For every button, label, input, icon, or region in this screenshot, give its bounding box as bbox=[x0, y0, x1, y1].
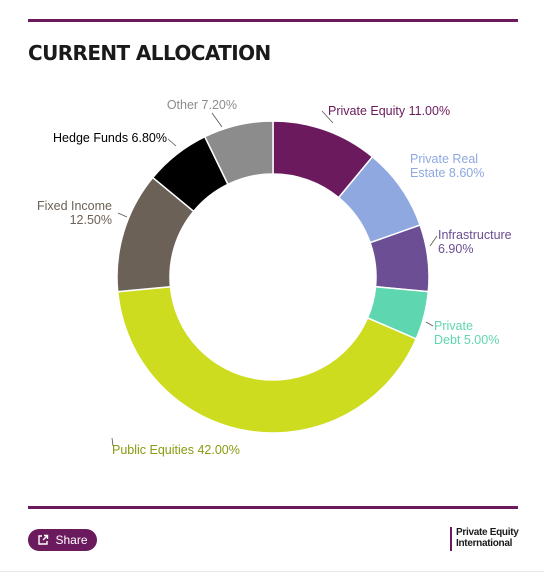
brand-line-1: Private Equity bbox=[456, 527, 519, 538]
leader-line bbox=[167, 138, 177, 147]
leader-line bbox=[425, 321, 434, 327]
bottom-divider bbox=[28, 506, 518, 509]
brand-logo: Private Equity International bbox=[450, 527, 519, 551]
leader-line bbox=[111, 437, 114, 447]
leader-line bbox=[321, 110, 334, 124]
share-button[interactable]: Share bbox=[28, 529, 97, 551]
slice-public-equities[interactable] bbox=[116, 285, 418, 434]
slice-label: Infrastructure 6.90% bbox=[438, 228, 512, 256]
slice-label: Private Real Estate 8.60% bbox=[410, 152, 484, 180]
slice-label: Other 7.20% bbox=[167, 98, 237, 112]
slice-label: Public Equities 42.00% bbox=[112, 443, 240, 457]
brand-line-2: International bbox=[456, 538, 513, 549]
chart-title: CURRENT ALLOCATION bbox=[28, 41, 271, 65]
donut-chart: Private Equity 11.00% Private Real Estate … bbox=[37, 98, 512, 457]
footer-divider bbox=[0, 571, 544, 572]
slice-label: Hedge Funds 6.80% bbox=[53, 131, 167, 145]
slice-label: Private Debt 5.00% bbox=[434, 319, 499, 347]
slice-other[interactable] bbox=[203, 120, 274, 186]
leader-line bbox=[211, 112, 223, 128]
slice-label: Fixed Income 12.50% bbox=[37, 199, 112, 227]
share-label: Share bbox=[55, 533, 88, 547]
share-icon bbox=[37, 534, 49, 546]
slice-label: Private Equity 11.00% bbox=[328, 104, 450, 118]
leader-line bbox=[429, 235, 438, 247]
top-divider bbox=[28, 19, 518, 22]
leader-line bbox=[117, 212, 128, 218]
